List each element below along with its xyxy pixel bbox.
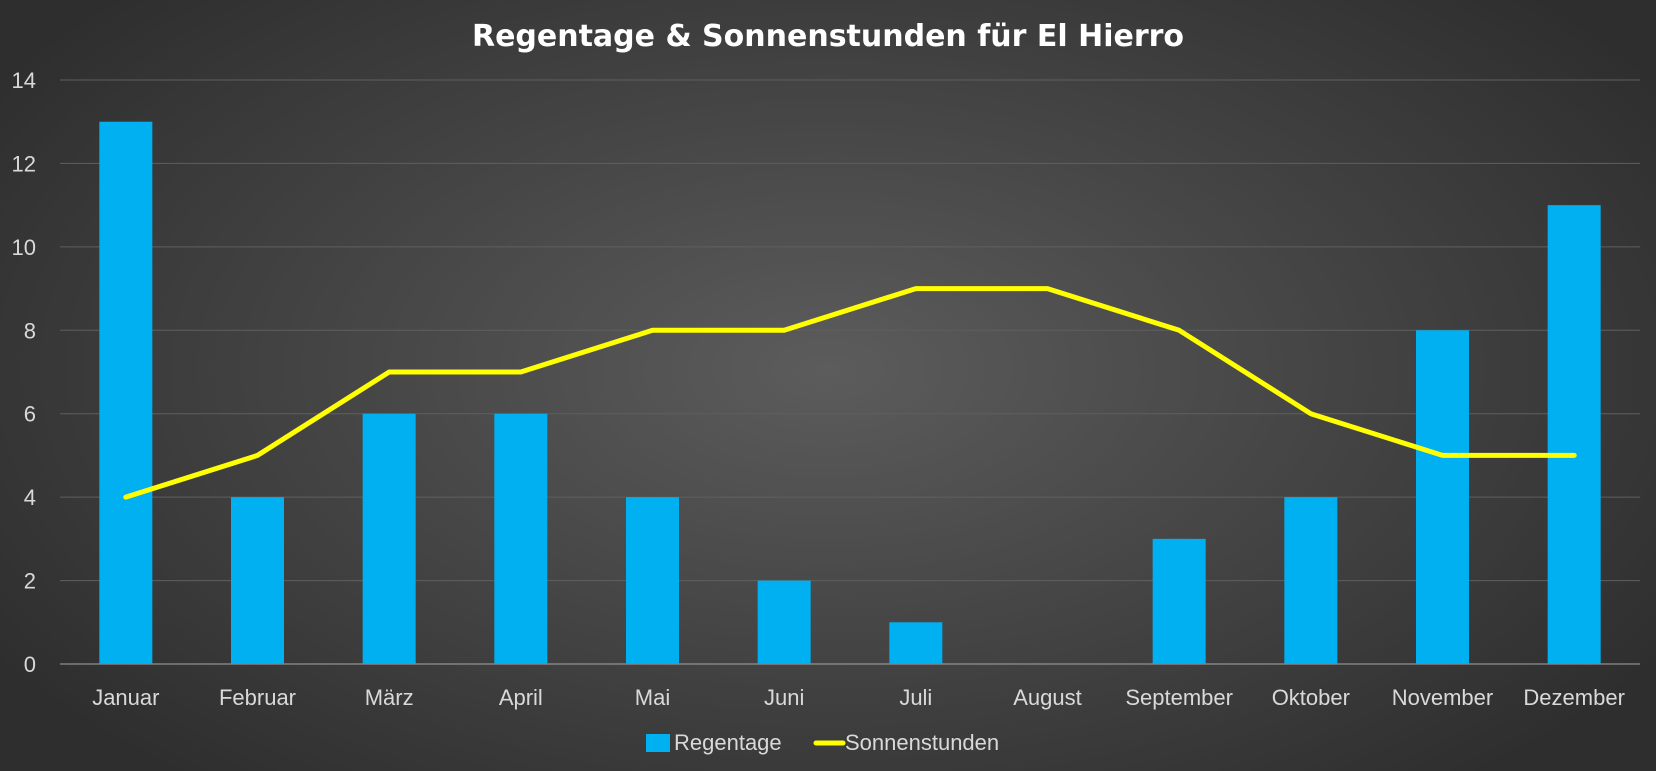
x-tick-label: Mai — [635, 685, 670, 710]
bar-series — [99, 121, 1601, 664]
x-tick-label: November — [1392, 685, 1493, 710]
x-tick-label: September — [1125, 685, 1233, 710]
x-tick-label: März — [365, 685, 414, 710]
y-tick-label: 4 — [24, 485, 36, 510]
x-tick-label: Juni — [764, 685, 804, 710]
legend-swatch-regentage — [646, 734, 670, 752]
sonnenstunden-line — [123, 286, 1577, 500]
bar-mai — [626, 497, 679, 664]
x-tick-label: Februar — [219, 685, 296, 710]
x-tick-label: Oktober — [1272, 685, 1350, 710]
bar-november — [1416, 330, 1469, 664]
legend-label-regentage: Regentage — [674, 730, 782, 755]
legend: Regentage Sonnenstunden — [646, 730, 999, 755]
bar-februar — [231, 497, 284, 664]
y-axis-ticks: 0 2 4 6 8 10 12 14 — [12, 68, 36, 677]
gridlines — [60, 79, 1640, 665]
chart-title: Regentage & Sonnenstunden für El Hierro — [472, 19, 1184, 54]
x-tick-label: April — [499, 685, 543, 710]
bar-januar — [99, 121, 153, 664]
x-tick-label: Dezember — [1523, 685, 1624, 710]
x-tick-label: Juli — [899, 685, 932, 710]
bar-dezember — [1547, 205, 1601, 664]
bar-märz — [362, 413, 416, 664]
bar-juni — [757, 580, 811, 664]
bar-oktober — [1284, 497, 1338, 664]
x-axis-labels: Januar Februar März April Mai Juni Juli August S… — [92, 685, 1625, 710]
y-tick-label: 10 — [12, 235, 36, 260]
x-tick-label: Januar — [92, 685, 159, 710]
bar-april — [494, 413, 548, 664]
x-tick-label: August — [1013, 685, 1082, 710]
bar-september — [1152, 538, 1206, 664]
bar-juli — [889, 622, 943, 664]
y-tick-label: 8 — [24, 318, 36, 343]
y-tick-label: 14 — [12, 68, 36, 93]
y-tick-label: 2 — [24, 569, 36, 594]
y-tick-label: 0 — [24, 652, 36, 677]
y-tick-label: 6 — [24, 402, 36, 427]
line-series — [123, 286, 1577, 500]
y-tick-label: 12 — [12, 151, 36, 176]
legend-label-sonnenstunden: Sonnenstunden — [845, 730, 999, 755]
